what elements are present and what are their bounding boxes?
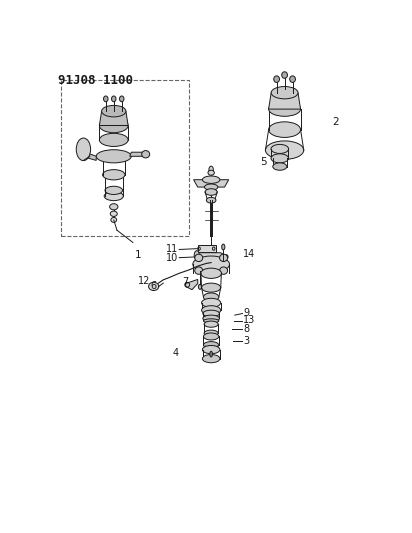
Text: 2: 2 [332, 117, 339, 127]
Ellipse shape [220, 267, 227, 274]
Text: 1: 1 [134, 250, 141, 260]
Text: 9: 9 [243, 309, 249, 319]
Polygon shape [82, 151, 96, 160]
Ellipse shape [204, 333, 219, 340]
Ellipse shape [203, 310, 220, 317]
Ellipse shape [104, 191, 123, 200]
Ellipse shape [265, 141, 304, 159]
Ellipse shape [271, 154, 288, 163]
Ellipse shape [199, 284, 201, 289]
Ellipse shape [110, 204, 118, 210]
Ellipse shape [195, 267, 203, 274]
Ellipse shape [269, 122, 300, 138]
Ellipse shape [205, 189, 217, 195]
Polygon shape [198, 253, 227, 260]
Ellipse shape [290, 76, 295, 83]
Ellipse shape [225, 255, 228, 259]
Ellipse shape [204, 321, 218, 327]
Ellipse shape [105, 186, 122, 195]
Ellipse shape [282, 72, 288, 78]
Ellipse shape [274, 76, 279, 83]
Ellipse shape [201, 306, 221, 314]
Ellipse shape [201, 298, 221, 308]
Text: 14: 14 [243, 248, 255, 259]
Ellipse shape [193, 256, 229, 272]
Polygon shape [99, 111, 128, 126]
Text: 10: 10 [166, 253, 179, 263]
Ellipse shape [112, 96, 116, 102]
Polygon shape [269, 93, 301, 109]
Ellipse shape [204, 184, 218, 190]
Ellipse shape [76, 138, 91, 160]
Ellipse shape [220, 254, 227, 262]
Text: 7: 7 [183, 277, 189, 287]
Ellipse shape [271, 86, 298, 99]
Ellipse shape [195, 254, 203, 262]
Ellipse shape [204, 330, 218, 336]
Ellipse shape [206, 197, 216, 203]
Ellipse shape [222, 244, 225, 250]
Ellipse shape [204, 293, 219, 301]
Bar [61, 80, 189, 236]
Text: 91J08 1100: 91J08 1100 [58, 74, 133, 87]
Text: 3: 3 [243, 336, 249, 346]
Ellipse shape [203, 315, 220, 322]
Text: 5: 5 [261, 157, 267, 167]
Ellipse shape [273, 163, 287, 170]
Ellipse shape [99, 118, 128, 133]
Bar [198, 245, 216, 252]
Polygon shape [130, 152, 149, 156]
Text: 8: 8 [243, 324, 249, 334]
Ellipse shape [96, 150, 131, 163]
Ellipse shape [102, 106, 126, 117]
Ellipse shape [103, 96, 108, 102]
Ellipse shape [204, 342, 219, 349]
Ellipse shape [149, 282, 159, 290]
Ellipse shape [201, 268, 222, 278]
Ellipse shape [271, 144, 288, 154]
Ellipse shape [110, 211, 117, 216]
Text: 12: 12 [138, 276, 150, 286]
Ellipse shape [99, 133, 128, 147]
Ellipse shape [202, 345, 220, 354]
Ellipse shape [119, 96, 124, 102]
Ellipse shape [209, 166, 213, 174]
Text: 4: 4 [173, 348, 179, 358]
Text: 13: 13 [243, 315, 255, 325]
Ellipse shape [111, 217, 117, 222]
Ellipse shape [202, 176, 220, 183]
Ellipse shape [142, 150, 150, 158]
Ellipse shape [269, 102, 300, 116]
Ellipse shape [201, 283, 221, 292]
Ellipse shape [208, 170, 214, 175]
Ellipse shape [202, 354, 220, 363]
Ellipse shape [210, 351, 213, 357]
Polygon shape [185, 279, 198, 290]
Text: 6: 6 [150, 281, 157, 292]
Ellipse shape [204, 319, 219, 323]
Ellipse shape [103, 169, 125, 180]
Polygon shape [194, 180, 229, 187]
Text: 11: 11 [166, 245, 179, 254]
Ellipse shape [194, 251, 199, 260]
